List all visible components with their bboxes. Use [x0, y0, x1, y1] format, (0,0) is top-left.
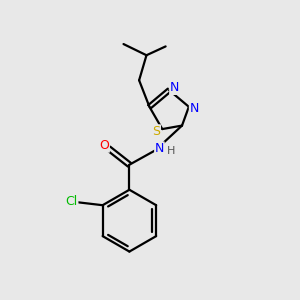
- Text: N: N: [170, 81, 179, 94]
- Text: N: N: [155, 142, 164, 155]
- Text: H: H: [167, 146, 176, 157]
- Text: N: N: [190, 102, 199, 115]
- Text: S: S: [152, 125, 160, 138]
- Text: O: O: [99, 139, 109, 152]
- Text: Cl: Cl: [66, 195, 78, 208]
